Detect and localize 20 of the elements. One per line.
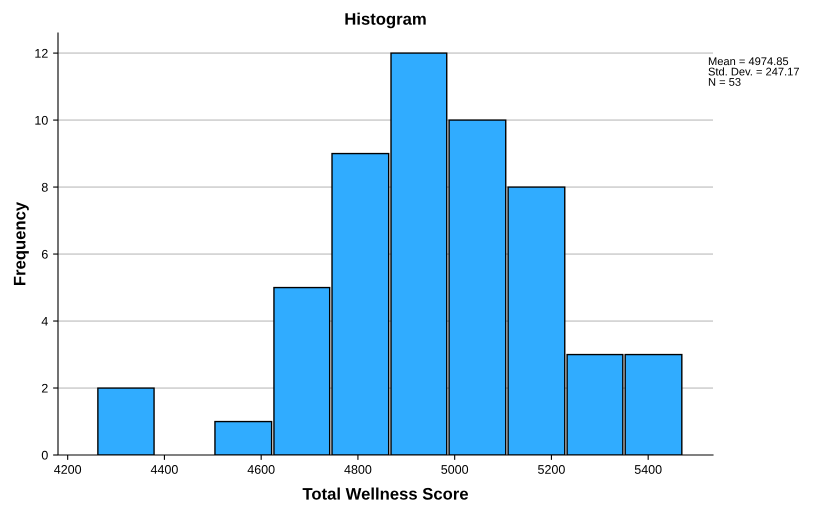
y-tick-label: 8 [42, 182, 48, 192]
annotation: Std. Dev. = 247.17 [708, 67, 799, 76]
annotation: Mean = 4974.85 [708, 57, 788, 66]
x-tick-label: 4800 [344, 465, 372, 474]
chart-title: Histogram [345, 12, 426, 28]
annotation: N = 53 [708, 78, 741, 86]
x-tick-label: 5400 [634, 465, 662, 474]
y-tick-label: 0 [42, 450, 48, 460]
x-tick-label: 4400 [150, 465, 178, 474]
y-tick-label: 10 [35, 116, 48, 125]
x-axis-title: Total Wellness Score [302, 487, 468, 500]
y-axis-title: Frequency [14, 202, 29, 286]
x-tick-label: 4600 [248, 465, 275, 474]
y-tick-label: 4 [42, 316, 48, 326]
x-tick-label: 4200 [54, 465, 82, 474]
x-tick-label: 5200 [538, 465, 565, 474]
y-tick-label: 12 [35, 48, 48, 58]
y-tick-label: 6 [42, 250, 48, 259]
y-tick-label: 2 [42, 384, 48, 393]
x-tick-label: 5000 [441, 465, 468, 474]
